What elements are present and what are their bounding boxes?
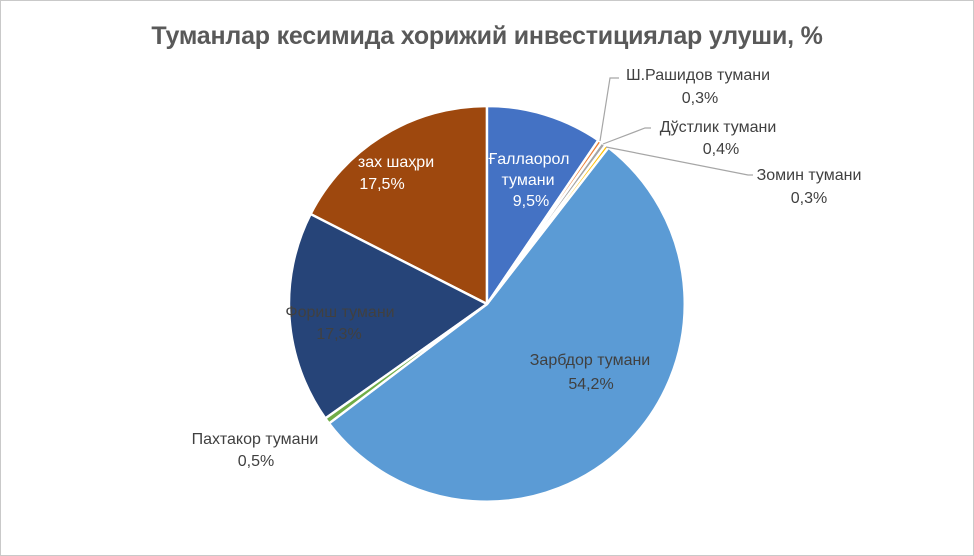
slice-label-2: Дўстлик тумани 0,4% [660, 119, 777, 158]
leader-line-2 [602, 127, 651, 145]
svg-text:Ғаллаорол: Ғаллаорол [488, 151, 570, 168]
svg-text:17,5%: 17,5% [359, 176, 404, 193]
svg-text:Дўстлик тумани: Дўстлик тумани [660, 119, 777, 136]
svg-text:0,3%: 0,3% [791, 190, 827, 207]
pie-slice-7 [309, 104, 489, 306]
pie-slice-0 [485, 104, 600, 306]
svg-text:9,5%: 9,5% [513, 193, 549, 210]
leader-line-1 [599, 77, 619, 142]
pie-slice-1 [485, 139, 603, 306]
slice-label-5: Пахтакор тумани 0,5% [192, 431, 319, 470]
slice-label-6: Фориш тумани 17,3% [285, 304, 394, 343]
slice-label-0: Ғаллаорол тумани 9,5% [488, 151, 570, 210]
svg-text:тумани: тумани [502, 172, 555, 189]
svg-text:0,3%: 0,3% [682, 90, 718, 107]
svg-text:Фориш тумани: Фориш тумани [285, 304, 394, 321]
pie-slice-4 [327, 146, 686, 503]
slice-label-4: Зарбдор тумани 54,2% [530, 352, 650, 393]
slice-label-7: зах шаҳри 17,5% [358, 154, 434, 193]
svg-text:0,4%: 0,4% [703, 141, 739, 158]
slice-label-3: Зомин тумани 0,3% [757, 167, 862, 207]
pie-slice-6 [287, 212, 489, 420]
svg-text:Ш.Рашидов тумани: Ш.Рашидов тумани [626, 67, 770, 84]
svg-text:0,5%: 0,5% [238, 453, 274, 470]
svg-text:Пахтакор тумани: Пахтакор тумани [192, 431, 319, 448]
chart-title: Туманлар кесимида хорижий инвестициялар … [151, 22, 823, 50]
svg-text:зах шаҳри: зах шаҳри [358, 154, 434, 171]
svg-text:Зомин тумани: Зомин тумани [757, 167, 862, 184]
svg-text:54,2%: 54,2% [568, 376, 613, 393]
svg-text:Зарбдор тумани: Зарбдор тумани [530, 352, 650, 369]
slice-label-1: Ш.Рашидов тумани 0,3% [626, 67, 770, 107]
leader-line-3 [605, 146, 753, 176]
svg-text:17,3%: 17,3% [316, 326, 361, 343]
pie-slice-5 [324, 302, 489, 425]
